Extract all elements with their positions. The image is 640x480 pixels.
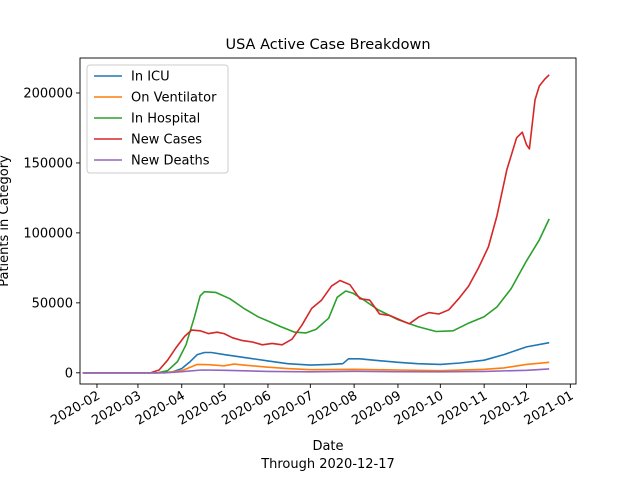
y-tick-label: 50000 [32,296,73,311]
series-line-4 [82,74,550,374]
y-tick-label: 150000 [23,156,73,171]
y-axis: 0 50000 100000 150000 200000 [23,86,80,381]
y-tick-label: 100000 [23,226,73,241]
y-tick-label: 0 [65,366,73,381]
series-line-2 [82,361,550,374]
x-axis-label: Date [312,439,343,454]
legend-label-3: In Hospital [131,112,200,127]
y-tick-label: 200000 [23,86,73,101]
legend-label-4: New Cases [131,133,202,148]
series-line-5 [82,368,550,374]
y-axis-label: Patients in Category [0,155,12,287]
series-line-3 [82,218,550,374]
legend-label-1: In ICU [131,70,170,85]
axes-frame [79,57,577,385]
legend-label-2: On Ventilator [131,91,217,106]
plot-area [82,74,550,374]
legend-box [86,64,229,174]
series-line-1 [82,341,550,374]
x-axis-sublabel: Through 2020-12-17 [260,457,395,472]
legend: In ICU On Ventilator In Hospital New Cases N… [86,64,229,174]
chart-title: USA Active Case Breakdown [225,37,430,53]
legend-label-5: New Deaths [131,154,210,169]
